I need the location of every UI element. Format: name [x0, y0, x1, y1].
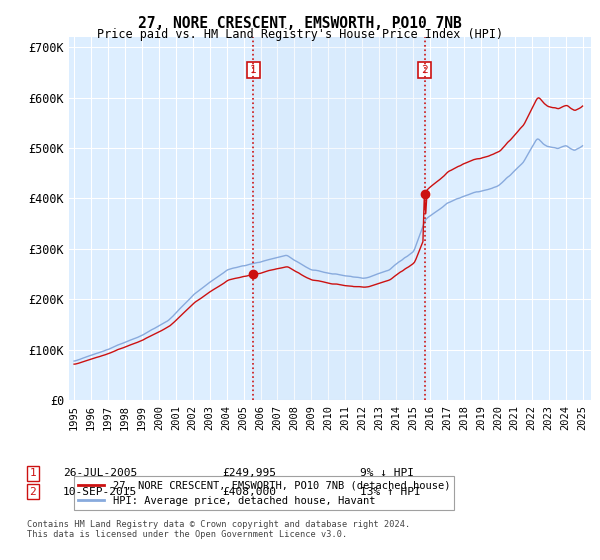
Text: 13% ↑ HPI: 13% ↑ HPI	[360, 487, 421, 497]
Text: 1: 1	[29, 468, 37, 478]
Text: 26-JUL-2005: 26-JUL-2005	[63, 468, 137, 478]
Text: 10-SEP-2015: 10-SEP-2015	[63, 487, 137, 497]
Text: £249,995: £249,995	[222, 468, 276, 478]
Text: £408,000: £408,000	[222, 487, 276, 497]
Legend: 27, NORE CRESCENT, EMSWORTH, PO10 7NB (detached house), HPI: Average price, deta: 27, NORE CRESCENT, EMSWORTH, PO10 7NB (d…	[74, 477, 454, 510]
Bar	[253, 37, 425, 400]
Text: 2: 2	[421, 65, 428, 75]
Text: Price paid vs. HM Land Registry's House Price Index (HPI): Price paid vs. HM Land Registry's House …	[97, 28, 503, 41]
Text: 2: 2	[29, 487, 37, 497]
Text: 1: 1	[250, 65, 257, 75]
Text: 27, NORE CRESCENT, EMSWORTH, PO10 7NB: 27, NORE CRESCENT, EMSWORTH, PO10 7NB	[138, 16, 462, 31]
Text: Contains HM Land Registry data © Crown copyright and database right 2024.
This d: Contains HM Land Registry data © Crown c…	[27, 520, 410, 539]
Text: 9% ↓ HPI: 9% ↓ HPI	[360, 468, 414, 478]
